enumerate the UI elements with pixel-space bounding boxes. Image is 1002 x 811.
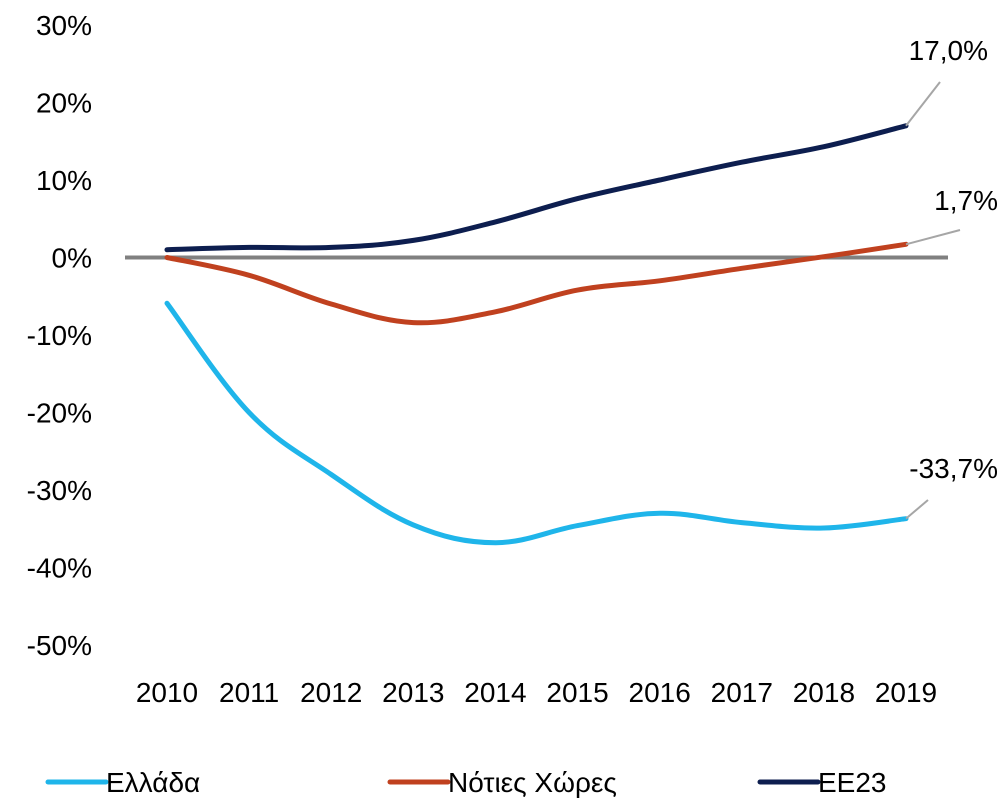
legend: Ελλάδα Νότιες Χώρες ΕΕ23 <box>45 767 887 798</box>
x-tick-label: 2012 <box>300 677 362 708</box>
x-tick-label: 2017 <box>711 677 773 708</box>
x-tick-label: 2015 <box>546 677 608 708</box>
series-line-2 <box>164 123 909 253</box>
x-axis-labels: 2010 2011 2012 2013 2014 2015 2016 2017 2018 2019 <box>136 677 937 708</box>
x-tick-label: 2019 <box>875 677 937 708</box>
legend-label: Ελλάδα <box>106 767 200 798</box>
leader-line <box>905 229 961 246</box>
x-tick-label: 2014 <box>464 677 526 708</box>
x-tick-label: 2016 <box>629 677 691 708</box>
y-tick-label: 30% <box>36 10 92 41</box>
y-tick-label: -20% <box>27 398 92 429</box>
y-axis-labels: 30% 20% 10% 0% -10% -20% -30% -40% -50% <box>27 10 92 661</box>
x-tick-label: 2013 <box>382 677 444 708</box>
y-tick-label: -50% <box>27 630 92 661</box>
y-tick-label: 10% <box>36 165 92 196</box>
leader-line <box>905 81 941 127</box>
leader-line <box>905 499 929 520</box>
legend-label: Νότιες Χώρες <box>448 767 617 798</box>
end-data-label: -33,7% <box>909 453 998 484</box>
end-data-label: 1,7% <box>934 185 998 216</box>
x-tick-label: 2018 <box>793 677 855 708</box>
y-tick-label: -30% <box>27 475 92 506</box>
legend-label: ΕΕ23 <box>818 767 887 798</box>
series-line-0 <box>164 300 909 546</box>
y-tick-label: 0% <box>52 243 92 274</box>
x-tick-label: 2010 <box>136 677 198 708</box>
y-tick-label: -40% <box>27 553 92 584</box>
y-tick-label: -10% <box>27 320 92 351</box>
series-lines <box>164 123 909 546</box>
x-tick-label: 2011 <box>219 677 279 708</box>
end-data-labels: -33,7% 1,7% 17,0% <box>905 35 998 520</box>
end-data-label: 17,0% <box>909 35 988 66</box>
series-line-1 <box>164 241 909 326</box>
y-tick-label: 20% <box>36 88 92 119</box>
